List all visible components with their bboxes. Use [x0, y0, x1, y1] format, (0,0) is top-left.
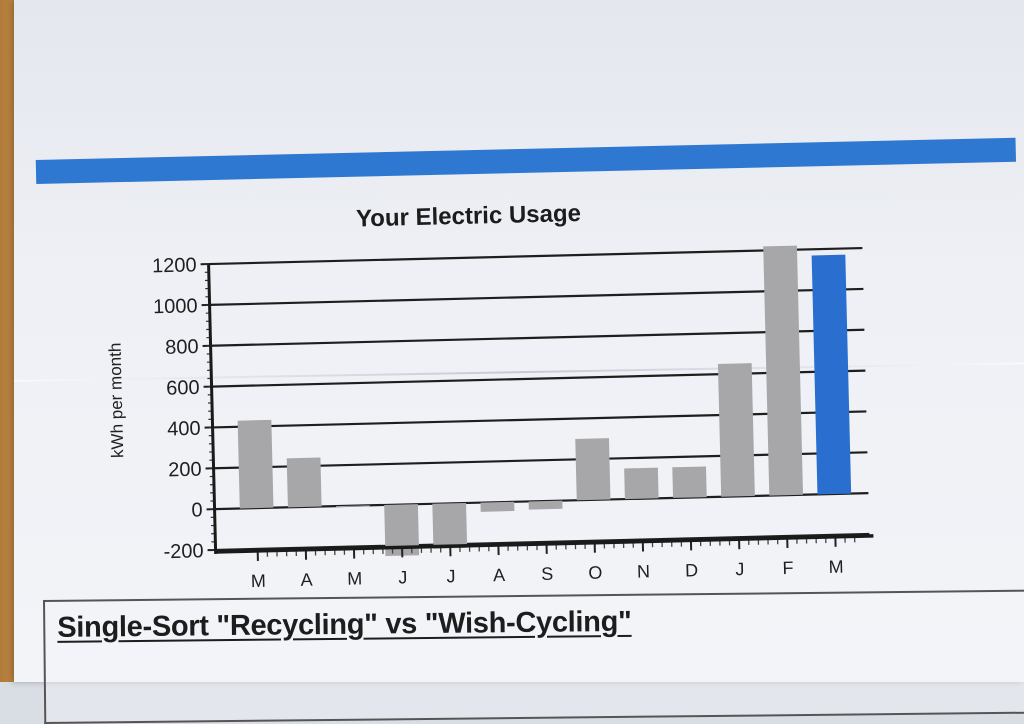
- article-heading: Single-Sort "Recycling" vs "Wish-Cycling…: [57, 606, 632, 645]
- bar: [432, 503, 467, 549]
- y-tick-label: -200: [163, 540, 204, 563]
- x-tick-label: D: [685, 560, 698, 580]
- y-tick-label: 400: [167, 418, 201, 441]
- bar: [529, 501, 563, 510]
- x-tick-label: O: [588, 563, 603, 583]
- y-tick-label: 1000: [153, 295, 198, 318]
- bar: [672, 466, 706, 497]
- gridline: [216, 534, 870, 550]
- bar: [480, 502, 514, 512]
- x-tick-label: M: [828, 557, 843, 577]
- bar: [718, 363, 755, 497]
- bar: [575, 438, 610, 500]
- bar: [624, 468, 658, 499]
- x-tick-label: J: [398, 567, 407, 587]
- y-tick-label: 600: [166, 377, 200, 400]
- x-tick-label: M: [347, 568, 362, 588]
- x-tick-label: J: [735, 559, 744, 579]
- y-tick-labels: 1200 1000 800 600 400 200 0 -200: [152, 254, 204, 563]
- chart-title: Your Electric Usage: [356, 200, 582, 232]
- x-tick-label: A: [300, 570, 313, 590]
- bar: [238, 420, 274, 509]
- y-tick-label: 0: [191, 499, 203, 521]
- y-axis-label: kWh per month: [105, 343, 127, 459]
- y-tick-label: 200: [168, 459, 202, 482]
- x-tick-label: J: [446, 566, 455, 586]
- bar-current-month: [812, 255, 852, 495]
- y-tick-label: 1200: [152, 254, 197, 277]
- x-tick-label: M: [251, 571, 266, 591]
- x-tick-label: F: [782, 558, 793, 578]
- electric-usage-chart: Your Electric Usage kWh per month 1200 10…: [0, 0, 1024, 682]
- bar: [763, 246, 803, 496]
- y-axis-line: [209, 264, 216, 554]
- y-tick-label: 800: [165, 336, 199, 359]
- bar: [287, 457, 322, 507]
- article-box: Single-Sort "Recycling" vs "Wish-Cycling…: [43, 590, 1024, 724]
- x-axis-line: [216, 536, 874, 552]
- x-tick-label: N: [637, 561, 650, 581]
- x-tick-label: A: [493, 565, 506, 585]
- x-tick-label: S: [541, 564, 554, 584]
